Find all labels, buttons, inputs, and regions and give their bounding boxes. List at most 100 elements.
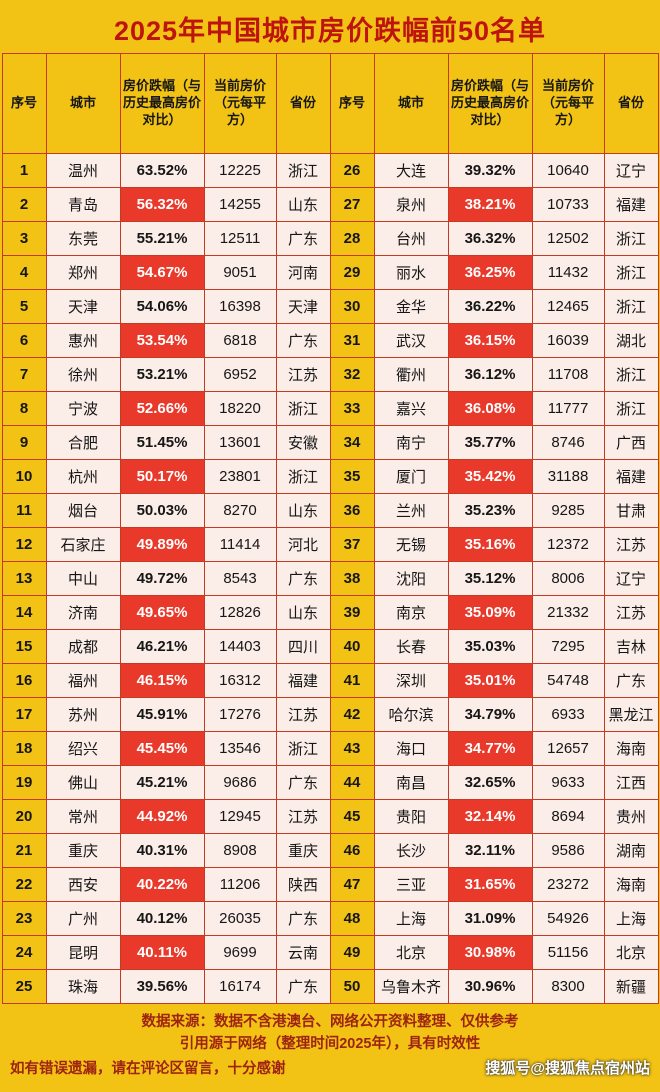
province-cell: 福建: [275, 663, 331, 698]
rank-cell: 18: [1, 731, 47, 766]
header-drop-right: 房价跌幅（与历史最高房价对比）: [447, 53, 533, 154]
province-cell: 广西: [603, 425, 659, 460]
price-cell: 12465: [531, 289, 605, 324]
drop-cell: 40.22%: [119, 867, 205, 902]
drop-cell: 34.79%: [447, 697, 533, 732]
province-cell: 山东: [275, 187, 331, 222]
city-cell: 三亚: [373, 867, 449, 902]
drop-cell: 45.45%: [119, 731, 205, 766]
drop-cell: 36.32%: [447, 221, 533, 256]
city-cell: 徐州: [45, 357, 121, 392]
price-cell: 16174: [203, 969, 277, 1004]
drop-cell: 39.32%: [447, 153, 533, 188]
city-cell: 合肥: [45, 425, 121, 460]
rank-cell: 43: [329, 731, 375, 766]
province-cell: 福建: [603, 459, 659, 494]
province-cell: 重庆: [275, 833, 331, 868]
city-cell: 兰州: [373, 493, 449, 528]
price-cell: 8270: [203, 493, 277, 528]
province-cell: 广东: [275, 323, 331, 358]
rank-cell: 35: [329, 459, 375, 494]
province-cell: 上海: [603, 901, 659, 936]
province-cell: 河南: [275, 255, 331, 290]
header-rank-right: 序号: [329, 53, 375, 154]
province-cell: 江苏: [275, 799, 331, 834]
price-cell: 7295: [531, 629, 605, 664]
table-row: 16 福州 46.15% 16312 福建 41 深圳 35.01% 54748…: [1, 663, 659, 698]
province-cell: 江西: [603, 765, 659, 800]
rank-cell: 22: [1, 867, 47, 902]
table-row: 11 烟台 50.03% 8270 山东 36 兰州 35.23% 9285 甘…: [1, 493, 659, 528]
price-cell: 9686: [203, 765, 277, 800]
rank-cell: 9: [1, 425, 47, 460]
price-cell: 12511: [203, 221, 277, 256]
price-cell: 12945: [203, 799, 277, 834]
rank-cell: 23: [1, 901, 47, 936]
table-row: 25 珠海 39.56% 16174 广东 50 乌鲁木齐 30.96% 830…: [1, 969, 659, 1004]
table-row: 8 宁波 52.66% 18220 浙江 33 嘉兴 36.08% 11777 …: [1, 391, 659, 426]
price-cell: 16312: [203, 663, 277, 698]
table-row: 24 昆明 40.11% 9699 云南 49 北京 30.98% 51156 …: [1, 935, 659, 970]
rank-cell: 3: [1, 221, 47, 256]
watermark-sohu: 搜狐号@搜狐焦点宿州站: [485, 1059, 650, 1077]
price-cell: 18220: [203, 391, 277, 426]
city-cell: 北京: [373, 935, 449, 970]
rank-cell: 26: [329, 153, 375, 188]
drop-cell: 63.52%: [119, 153, 205, 188]
price-cell: 11777: [531, 391, 605, 426]
rank-cell: 37: [329, 527, 375, 562]
drop-cell: 50.03%: [119, 493, 205, 528]
rank-cell: 11: [1, 493, 47, 528]
city-cell: 台州: [373, 221, 449, 256]
price-cell: 12502: [531, 221, 605, 256]
price-cell: 21332: [531, 595, 605, 630]
city-cell: 南京: [373, 595, 449, 630]
province-cell: 浙江: [603, 255, 659, 290]
table-row: 15 成都 46.21% 14403 四川 40 长春 35.03% 7295 …: [1, 629, 659, 664]
table-row: 5 天津 54.06% 16398 天津 30 金华 36.22% 12465 …: [1, 289, 659, 324]
price-cell: 14255: [203, 187, 277, 222]
price-cell: 8694: [531, 799, 605, 834]
table-row: 20 常州 44.92% 12945 江苏 45 贵阳 32.14% 8694 …: [1, 799, 659, 834]
rank-cell: 17: [1, 697, 47, 732]
city-cell: 常州: [45, 799, 121, 834]
price-cell: 6933: [531, 697, 605, 732]
city-cell: 贵阳: [373, 799, 449, 834]
price-cell: 31188: [531, 459, 605, 494]
price-cell: 6818: [203, 323, 277, 358]
header-city-left: 城市: [45, 53, 121, 154]
drop-cell: 38.21%: [447, 187, 533, 222]
city-cell: 温州: [45, 153, 121, 188]
drop-cell: 46.15%: [119, 663, 205, 698]
city-cell: 泉州: [373, 187, 449, 222]
price-cell: 8543: [203, 561, 277, 596]
rank-cell: 30: [329, 289, 375, 324]
drop-cell: 36.12%: [447, 357, 533, 392]
city-cell: 深圳: [373, 663, 449, 698]
header-province-left: 省份: [275, 53, 331, 154]
drop-cell: 30.96%: [447, 969, 533, 1004]
drop-cell: 52.66%: [119, 391, 205, 426]
province-cell: 浙江: [275, 153, 331, 188]
city-cell: 佛山: [45, 765, 121, 800]
rank-cell: 41: [329, 663, 375, 698]
header-rank-left: 序号: [1, 53, 47, 154]
header-price-left: 当前房价（元每平方）: [203, 53, 277, 154]
drop-cell: 39.56%: [119, 969, 205, 1004]
city-cell: 惠州: [45, 323, 121, 358]
table-row: 13 中山 49.72% 8543 广东 38 沈阳 35.12% 8006 辽…: [1, 561, 659, 596]
rank-cell: 5: [1, 289, 47, 324]
price-cell: 9285: [531, 493, 605, 528]
rank-cell: 50: [329, 969, 375, 1004]
province-cell: 山东: [275, 595, 331, 630]
price-cell: 11414: [203, 527, 277, 562]
drop-cell: 40.11%: [119, 935, 205, 970]
drop-cell: 49.65%: [119, 595, 205, 630]
drop-cell: 55.21%: [119, 221, 205, 256]
city-cell: 苏州: [45, 697, 121, 732]
price-cell: 54748: [531, 663, 605, 698]
drop-cell: 51.45%: [119, 425, 205, 460]
table-body: 1 温州 63.52% 12225 浙江 26 大连 39.32% 10640 …: [1, 153, 659, 1004]
drop-cell: 30.98%: [447, 935, 533, 970]
table-row: 21 重庆 40.31% 8908 重庆 46 长沙 32.11% 9586 湖…: [1, 833, 659, 868]
